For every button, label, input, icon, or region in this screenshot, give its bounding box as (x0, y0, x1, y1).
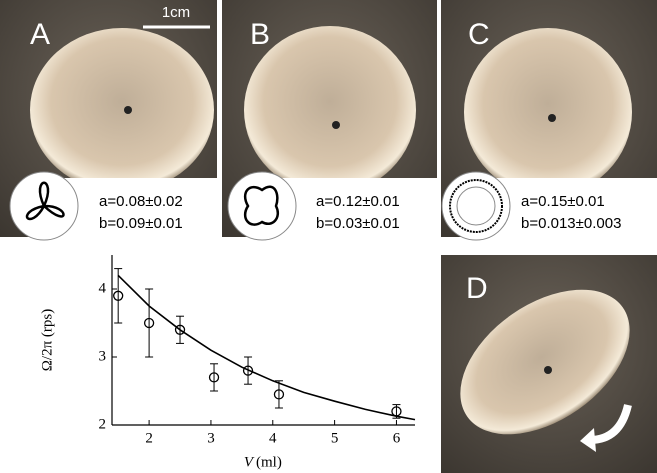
marker (124, 106, 132, 114)
marker (548, 114, 556, 122)
y-axis-label: Ω/2π (rps) (39, 309, 55, 371)
inset-circle (442, 172, 510, 240)
chart: Ω/2π (rps) V (ml) 2 3 4 2 3 4 5 6 (39, 255, 415, 470)
panel-c: C a=0.15±0.01 b=0.013±0.003 (441, 0, 657, 240)
x-axis-label-var: V (244, 454, 255, 470)
marker (332, 121, 340, 129)
x-tick-label: 2 (145, 430, 153, 446)
y-tick-label: 3 (99, 348, 107, 364)
param-a: a=0.08±0.02 (99, 193, 183, 210)
param-b: b=0.013±0.003 (521, 215, 621, 232)
marker (544, 366, 552, 374)
bubble (30, 28, 214, 192)
inset-circle (228, 172, 296, 240)
panel-b: B a=0.12±0.01 b=0.03±0.01 (222, 0, 437, 240)
param-a: a=0.12±0.01 (316, 193, 400, 210)
figure-canvas: 1cm A a=0.08±0.02 b=0.09±0.01 B a=0.12±0… (0, 0, 657, 473)
panel-label: D (466, 272, 488, 305)
panel-a: 1cm A a=0.08±0.02 b=0.09±0.01 (0, 0, 217, 240)
bubble (464, 28, 632, 196)
panel-label: A (30, 18, 50, 51)
bubble (244, 26, 416, 194)
param-b: b=0.09±0.01 (99, 215, 183, 232)
x-tick-label: 4 (269, 430, 277, 446)
x-tick-label: 3 (207, 430, 215, 446)
figure: 1cm A a=0.08±0.02 b=0.09±0.01 B a=0.12±0… (0, 0, 657, 473)
y-tick-label: 4 (99, 280, 107, 296)
x-axis-label-unit: (ml) (256, 454, 282, 470)
y-tick-label: 2 (99, 416, 107, 432)
param-b: b=0.03±0.01 (316, 215, 400, 232)
panel-d: D (434, 255, 657, 473)
param-a: a=0.15±0.01 (521, 193, 605, 210)
fit-curve (118, 275, 415, 419)
x-tick-label: 5 (331, 430, 339, 446)
panel-label: B (250, 18, 270, 51)
scale-label: 1cm (162, 4, 190, 21)
x-tick-label: 6 (393, 430, 401, 446)
panel-label: C (468, 18, 490, 51)
